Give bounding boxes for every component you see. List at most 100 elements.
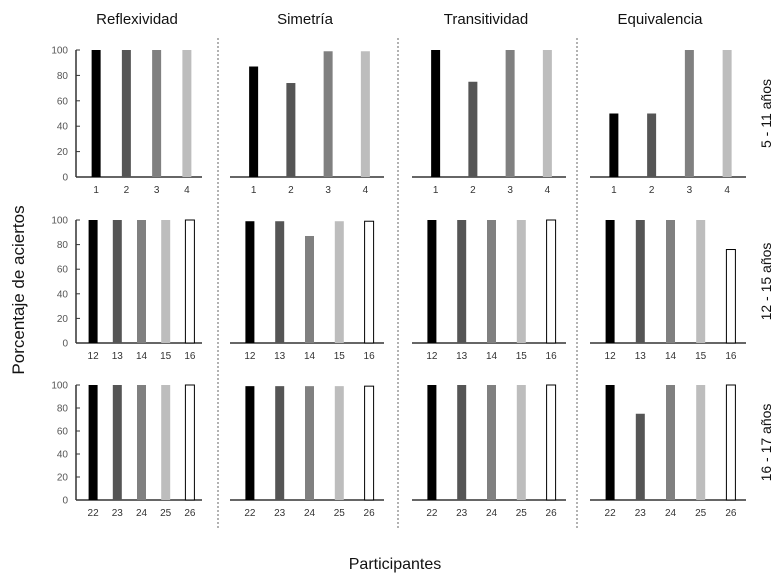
- y-tick-label: 20: [57, 314, 69, 325]
- bar: [457, 385, 467, 500]
- bar: [88, 385, 98, 500]
- column-title: Transitividad: [444, 11, 528, 28]
- x-tick-label: 22: [244, 508, 256, 519]
- x-tick-label: 12: [605, 351, 617, 362]
- y-tick-label: 0: [62, 339, 68, 350]
- bar: [605, 220, 615, 343]
- bar: [684, 50, 694, 177]
- y-tick-label: 80: [57, 71, 69, 82]
- y-tick-label: 20: [57, 147, 69, 158]
- bar: [245, 221, 255, 343]
- bar: [431, 50, 441, 177]
- x-tick-label: 26: [364, 508, 376, 519]
- x-tick-label: 1: [251, 185, 257, 196]
- x-tick-label: 24: [665, 508, 677, 519]
- bar: [635, 413, 645, 500]
- bar: [305, 235, 314, 343]
- x-tick-label: 22: [605, 508, 617, 519]
- y-tick-label: 0: [62, 496, 68, 507]
- x-tick-label: 13: [635, 351, 647, 362]
- x-tick-label: 4: [363, 185, 369, 196]
- x-tick-label: 3: [687, 185, 693, 196]
- bar: [334, 221, 344, 343]
- x-tick-label: 23: [456, 508, 468, 519]
- bar: [161, 220, 171, 343]
- x-tick-label: 24: [304, 508, 316, 519]
- x-axis-label: Participantes: [349, 556, 442, 573]
- bar: [635, 220, 645, 343]
- bar: [546, 219, 557, 344]
- bar: [468, 81, 478, 177]
- bar: [605, 385, 615, 500]
- bar: [696, 220, 706, 343]
- bar: [546, 384, 557, 501]
- x-tick-label: 16: [364, 351, 376, 362]
- x-tick-label: 25: [334, 508, 346, 519]
- bar: [245, 386, 255, 500]
- bar: [305, 386, 314, 500]
- x-tick-label: 26: [546, 508, 558, 519]
- x-tick-label: 25: [160, 508, 172, 519]
- bar: [609, 113, 619, 177]
- x-tick-label: 25: [516, 508, 528, 519]
- bar: [427, 220, 437, 343]
- bar: [427, 385, 437, 500]
- x-tick-label: 15: [334, 351, 346, 362]
- x-tick-label: 15: [516, 351, 528, 362]
- y-tick-label: 60: [57, 265, 69, 276]
- x-tick-label: 13: [456, 351, 468, 362]
- x-tick-label: 14: [486, 351, 498, 362]
- bar: [516, 385, 526, 500]
- bar: [184, 219, 195, 344]
- y-tick-label: 60: [57, 427, 69, 438]
- x-tick-label: 16: [725, 351, 737, 362]
- x-tick-label: 15: [695, 351, 707, 362]
- bar: [334, 386, 344, 500]
- x-tick-label: 3: [154, 185, 160, 196]
- x-tick-label: 26: [725, 508, 737, 519]
- x-tick-label: 12: [88, 351, 100, 362]
- x-tick-label: 25: [695, 508, 707, 519]
- bar: [722, 50, 732, 177]
- bar: [112, 220, 122, 343]
- x-tick-label: 16: [184, 351, 196, 362]
- y-tick-label: 80: [57, 404, 69, 415]
- column-title: Equivalencia: [617, 11, 703, 28]
- row-label: 5 - 11 años: [758, 79, 774, 148]
- x-tick-label: 15: [160, 351, 172, 362]
- y-tick-label: 100: [51, 46, 68, 57]
- bar: [487, 385, 496, 500]
- x-tick-label: 14: [136, 351, 148, 362]
- x-tick-label: 2: [288, 185, 294, 196]
- bar: [88, 220, 98, 343]
- y-tick-label: 20: [57, 473, 69, 484]
- bar: [647, 113, 657, 177]
- y-tick-label: 100: [51, 216, 68, 227]
- bar: [364, 220, 375, 344]
- bar: [360, 51, 370, 177]
- column-title: Reflexividad: [96, 11, 178, 28]
- bar: [161, 385, 171, 500]
- x-tick-label: 3: [325, 185, 331, 196]
- y-tick-label: 80: [57, 240, 69, 251]
- y-tick-label: 40: [57, 289, 69, 300]
- x-tick-label: 12: [426, 351, 438, 362]
- y-tick-label: 40: [57, 122, 69, 133]
- bar: [112, 385, 122, 500]
- bar: [323, 51, 333, 177]
- bar: [249, 66, 259, 177]
- bar: [696, 385, 706, 500]
- x-tick-label: 16: [546, 351, 558, 362]
- bar: [121, 50, 131, 177]
- x-tick-label: 23: [112, 508, 124, 519]
- x-tick-label: 23: [274, 508, 286, 519]
- x-tick-label: 26: [184, 508, 196, 519]
- bar: [275, 221, 285, 343]
- bar: [666, 220, 675, 343]
- x-tick-label: 14: [304, 351, 316, 362]
- x-tick-label: 23: [635, 508, 647, 519]
- y-tick-label: 0: [62, 173, 68, 184]
- bar: [286, 83, 296, 177]
- x-tick-label: 2: [649, 185, 655, 196]
- bar: [275, 386, 285, 500]
